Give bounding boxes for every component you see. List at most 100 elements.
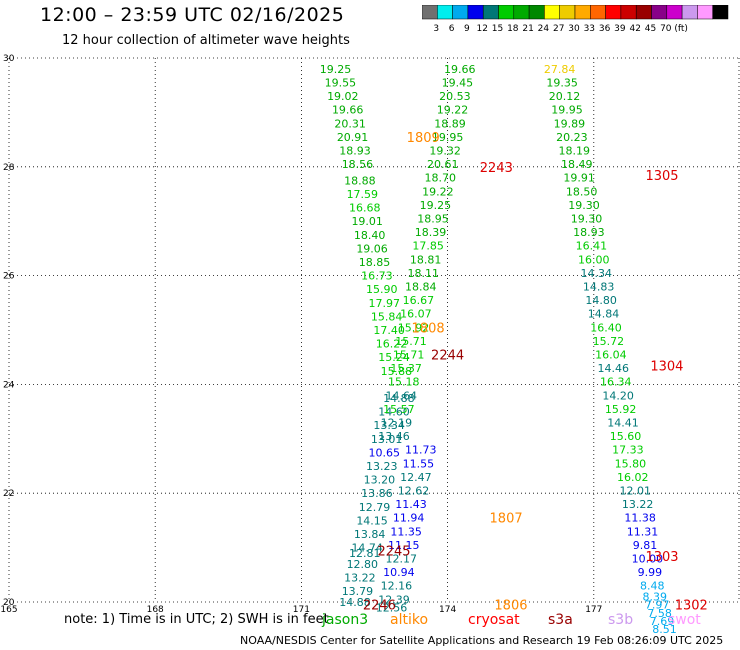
swh-value-label: 14.15 xyxy=(356,514,388,527)
swh-value-label: 19.35 xyxy=(546,76,578,89)
swh-value-label: 18.56 xyxy=(342,158,374,171)
colorbar-label: 70 xyxy=(660,24,672,34)
swh-value-label: 13.46 xyxy=(378,430,410,443)
swh-value-label: 12.79 xyxy=(359,501,391,514)
pass-time-label: 1808 xyxy=(412,321,445,336)
swh-value-label: 18.88 xyxy=(344,174,376,187)
colorbar-label: 15 xyxy=(492,24,503,34)
colorbar-label: 6 xyxy=(449,24,455,34)
swh-value-label: 7.58 xyxy=(647,607,672,620)
swh-value-label: 19.22 xyxy=(422,185,454,198)
chart-title: 12:00 – 23:59 UTC 02/16/2025 xyxy=(40,4,345,26)
pass-time-label: 1304 xyxy=(650,359,683,374)
swh-value-label: 15.71 xyxy=(393,348,425,361)
swh-value-label: 20.12 xyxy=(549,90,581,103)
x-tick-label: 168 xyxy=(147,605,164,615)
swh-value-label: 16.02 xyxy=(617,471,649,484)
swh-value-label: 12.81 xyxy=(349,547,381,560)
swh-value-label: 7.69 xyxy=(650,615,675,628)
swh-value-label: 18.84 xyxy=(405,280,437,293)
swh-value-label: 18.70 xyxy=(425,172,457,185)
legend-item-altiko: altiko xyxy=(390,612,429,628)
swh-value-label: 13.22 xyxy=(344,572,376,585)
swh-value-label: 14.88 xyxy=(383,392,415,405)
legend-item-cryosat: cryosat xyxy=(468,612,520,628)
x-tick-label: 171 xyxy=(293,605,310,615)
swh-value-label: 19.06 xyxy=(356,242,388,255)
y-tick-label: 30 xyxy=(3,54,15,64)
swh-value-label: 19.25 xyxy=(420,199,452,212)
swh-value-label: 12.39 xyxy=(378,593,410,606)
swh-value-label: 18.11 xyxy=(407,267,439,280)
swh-value-label: 15.72 xyxy=(593,335,625,348)
legend-item-swot: swot xyxy=(668,612,701,628)
colorbar-label: 21 xyxy=(522,24,533,34)
swh-value-label: 13.20 xyxy=(364,474,396,487)
swh-value-label: 19.95 xyxy=(432,131,464,144)
swh-value-label: 18.49 xyxy=(561,158,593,171)
pass-time-label: 2243 xyxy=(480,161,513,176)
swh-value-label: 12.56 xyxy=(376,601,408,614)
swh-value-label: 16.34 xyxy=(600,376,632,389)
swh-value-label: 20.53 xyxy=(439,90,471,103)
swh-value-label: 19.32 xyxy=(429,144,461,157)
swh-value-label: 14.64 xyxy=(386,389,418,402)
swh-value-label: 16.22 xyxy=(376,338,408,351)
colorbar-label: 9 xyxy=(464,24,470,34)
swh-value-label: 16.07 xyxy=(400,308,432,321)
swh-value-label: 18.40 xyxy=(354,229,386,242)
swh-value-label: 11.15 xyxy=(388,539,420,552)
swh-value-label: 19.22 xyxy=(437,104,469,117)
swh-value-label: 19.91 xyxy=(563,172,595,185)
x-tick-label: 177 xyxy=(585,605,602,615)
swh-value-label: 14.41 xyxy=(607,416,639,429)
colorbar-swatch xyxy=(712,5,729,20)
swh-value-label: 13.01 xyxy=(371,433,403,446)
swh-value-label: 15.37 xyxy=(390,362,422,375)
swh-value-label: 14.88 xyxy=(339,596,371,609)
swh-value-label: 10.65 xyxy=(368,446,400,459)
y-tick-label: 24 xyxy=(3,380,15,390)
swh-value-label: 15.92 xyxy=(398,321,430,334)
swh-value-label: 9.99 xyxy=(638,566,663,579)
colorbar-label: 36 xyxy=(599,24,611,34)
swh-value-label: 18.81 xyxy=(410,253,442,266)
swh-value-label: 12.19 xyxy=(381,416,413,429)
colorbar-label: (ft) xyxy=(674,24,688,34)
swh-value-label: 17.85 xyxy=(412,240,444,253)
swh-value-label: 19.25 xyxy=(320,63,352,76)
pass-time-label: 1807 xyxy=(490,512,523,527)
swh-value-label: 18.19 xyxy=(559,144,591,157)
pass-time-label: 1302 xyxy=(675,599,708,614)
swh-value-label: 18.39 xyxy=(415,226,447,239)
swh-value-label: 17.59 xyxy=(347,188,379,201)
swh-value-label: 12.62 xyxy=(398,484,430,497)
swh-value-label: 8.48 xyxy=(640,580,665,593)
swh-value-label: 12.47 xyxy=(400,471,432,484)
note-text: note: 1) Time is in UTC; 2) SWH is in fe… xyxy=(64,612,329,627)
colorbar-label: 39 xyxy=(614,24,626,34)
swh-value-label: 12.80 xyxy=(347,558,379,571)
swh-value-label: 15.18 xyxy=(388,376,420,389)
colorbar-label: 45 xyxy=(645,24,656,34)
swh-value-label: 18.50 xyxy=(566,185,598,198)
swh-value-label: 14.46 xyxy=(598,362,630,375)
colorbar-label: 12 xyxy=(476,24,487,34)
y-tick-label: 22 xyxy=(3,489,14,499)
swh-value-label: 19.01 xyxy=(351,215,383,228)
pass-time-label: 1303 xyxy=(645,550,678,565)
pass-time-label: 1806 xyxy=(494,599,527,614)
swh-value-label: 20.61 xyxy=(427,158,459,171)
swh-value-label: 13.34 xyxy=(373,419,405,432)
swh-value-label: 19.66 xyxy=(332,104,364,117)
swh-value-label: 19.45 xyxy=(442,76,474,89)
swh-value-label: 19.55 xyxy=(325,76,357,89)
pass-time-label: 2245 xyxy=(377,544,410,559)
swh-value-label: 15.57 xyxy=(383,403,415,416)
swh-value-label: 13.79 xyxy=(342,585,374,598)
legend-item-s3a: s3a xyxy=(548,612,573,628)
colorbar-label: 30 xyxy=(568,24,580,34)
pass-time-label: 1305 xyxy=(645,169,678,184)
x-tick-label: 174 xyxy=(439,605,456,615)
pass-time-label: 2246 xyxy=(363,599,396,614)
